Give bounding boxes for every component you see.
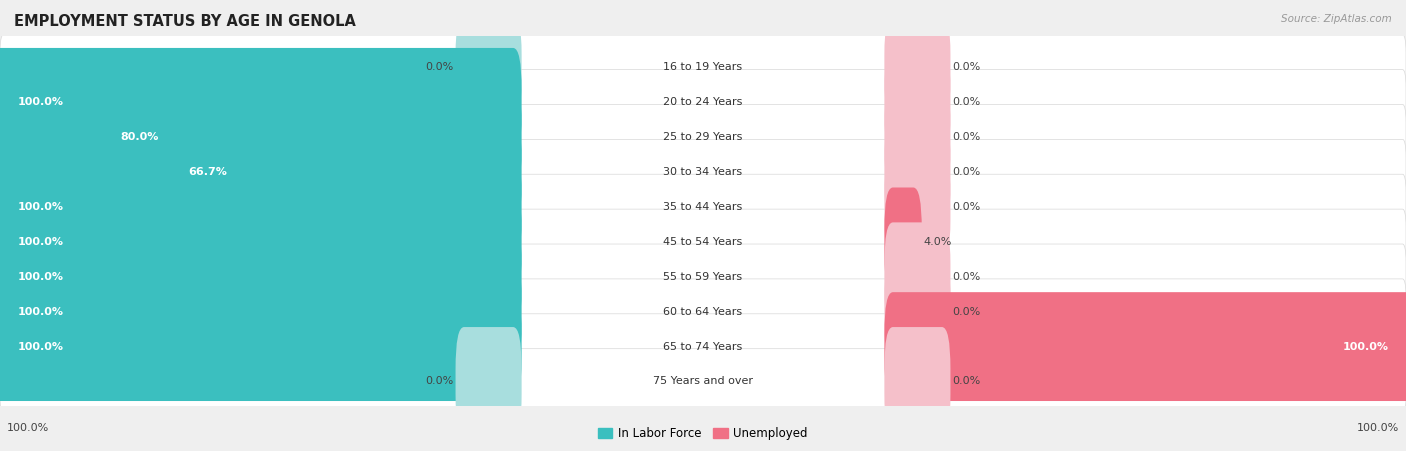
FancyBboxPatch shape xyxy=(0,349,1406,414)
Text: 60 to 64 Years: 60 to 64 Years xyxy=(664,307,742,317)
FancyBboxPatch shape xyxy=(0,69,1406,135)
Text: 65 to 74 Years: 65 to 74 Years xyxy=(664,341,742,352)
Text: 45 to 54 Years: 45 to 54 Years xyxy=(664,237,742,247)
Text: 0.0%: 0.0% xyxy=(953,63,981,73)
Legend: In Labor Force, Unemployed: In Labor Force, Unemployed xyxy=(593,423,813,445)
FancyBboxPatch shape xyxy=(884,13,950,122)
Text: 25 to 29 Years: 25 to 29 Years xyxy=(664,132,742,142)
FancyBboxPatch shape xyxy=(0,35,1406,100)
FancyBboxPatch shape xyxy=(456,327,522,436)
Text: 0.0%: 0.0% xyxy=(425,63,453,73)
Text: 100.0%: 100.0% xyxy=(17,341,63,352)
Text: 55 to 59 Years: 55 to 59 Years xyxy=(664,272,742,282)
Text: 80.0%: 80.0% xyxy=(120,132,159,142)
Text: 0.0%: 0.0% xyxy=(425,377,453,387)
FancyBboxPatch shape xyxy=(0,257,522,366)
FancyBboxPatch shape xyxy=(0,105,1406,170)
Text: 30 to 34 Years: 30 to 34 Years xyxy=(664,167,742,177)
Text: 100.0%: 100.0% xyxy=(1357,423,1399,433)
FancyBboxPatch shape xyxy=(0,244,1406,309)
FancyBboxPatch shape xyxy=(0,314,1406,379)
FancyBboxPatch shape xyxy=(884,83,950,192)
Text: 20 to 24 Years: 20 to 24 Years xyxy=(664,97,742,107)
Text: 4.0%: 4.0% xyxy=(924,237,952,247)
FancyBboxPatch shape xyxy=(0,139,1406,205)
Text: 100.0%: 100.0% xyxy=(7,423,49,433)
Text: 100.0%: 100.0% xyxy=(17,272,63,282)
FancyBboxPatch shape xyxy=(884,292,1406,401)
Text: 66.7%: 66.7% xyxy=(188,167,228,177)
FancyBboxPatch shape xyxy=(456,13,522,122)
Text: 100.0%: 100.0% xyxy=(1343,341,1389,352)
FancyBboxPatch shape xyxy=(94,83,522,192)
Text: 0.0%: 0.0% xyxy=(953,132,981,142)
Text: 75 Years and over: 75 Years and over xyxy=(652,377,754,387)
Text: EMPLOYMENT STATUS BY AGE IN GENOLA: EMPLOYMENT STATUS BY AGE IN GENOLA xyxy=(14,14,356,28)
FancyBboxPatch shape xyxy=(884,188,922,296)
FancyBboxPatch shape xyxy=(0,174,1406,240)
FancyBboxPatch shape xyxy=(884,152,950,262)
FancyBboxPatch shape xyxy=(884,118,950,226)
FancyBboxPatch shape xyxy=(884,327,950,436)
Text: 0.0%: 0.0% xyxy=(953,272,981,282)
Text: 0.0%: 0.0% xyxy=(953,167,981,177)
FancyBboxPatch shape xyxy=(884,257,950,366)
FancyBboxPatch shape xyxy=(0,292,522,401)
FancyBboxPatch shape xyxy=(884,222,950,331)
Text: 35 to 44 Years: 35 to 44 Years xyxy=(664,202,742,212)
FancyBboxPatch shape xyxy=(0,209,1406,275)
Text: 16 to 19 Years: 16 to 19 Years xyxy=(664,63,742,73)
FancyBboxPatch shape xyxy=(0,152,522,262)
FancyBboxPatch shape xyxy=(0,279,1406,345)
Text: 0.0%: 0.0% xyxy=(953,307,981,317)
FancyBboxPatch shape xyxy=(0,222,522,331)
Text: 100.0%: 100.0% xyxy=(17,97,63,107)
FancyBboxPatch shape xyxy=(163,118,522,226)
FancyBboxPatch shape xyxy=(884,48,950,157)
Text: 100.0%: 100.0% xyxy=(17,307,63,317)
FancyBboxPatch shape xyxy=(0,188,522,296)
Text: 100.0%: 100.0% xyxy=(17,237,63,247)
Text: 0.0%: 0.0% xyxy=(953,97,981,107)
Text: 0.0%: 0.0% xyxy=(953,377,981,387)
Text: 0.0%: 0.0% xyxy=(953,202,981,212)
FancyBboxPatch shape xyxy=(0,48,522,157)
Text: 100.0%: 100.0% xyxy=(17,202,63,212)
Text: Source: ZipAtlas.com: Source: ZipAtlas.com xyxy=(1281,14,1392,23)
